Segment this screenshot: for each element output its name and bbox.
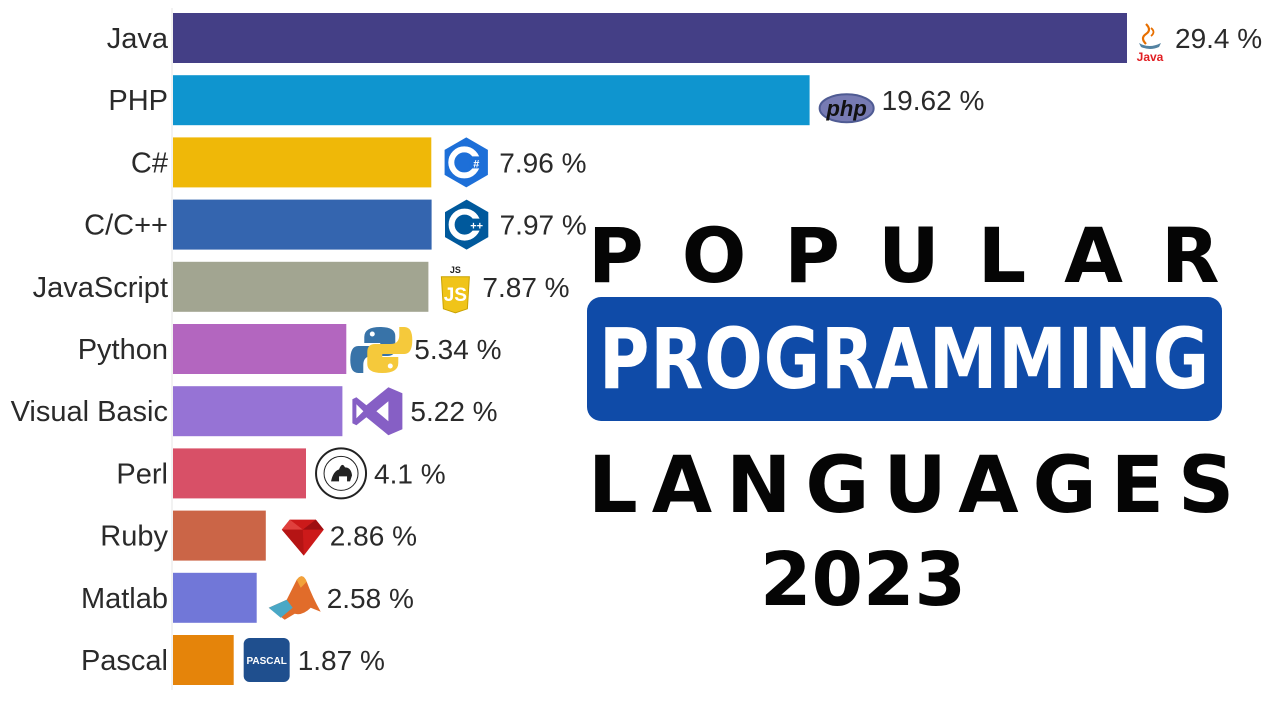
cpp-icon-text: ++	[470, 221, 483, 233]
ruby-facet-1	[281, 519, 303, 530]
java-icon-text: Java	[1137, 50, 1164, 64]
python-snake-yellow	[367, 327, 413, 373]
bar-5	[173, 324, 347, 374]
bar-row-6: Visual Basic 5.22 %	[11, 386, 498, 437]
bar-row-4: JavaScript JS JS 7.87 %	[33, 261, 570, 314]
category-label-7: Perl	[116, 458, 168, 490]
perl-icon	[315, 447, 368, 500]
bar-6	[173, 386, 343, 437]
value-label-3: 7.97 %	[500, 210, 587, 241]
python-eye-2	[387, 363, 393, 369]
bar-row-3: C/C++ ++ 7.97 %	[84, 199, 587, 250]
value-label-7: 4.1 %	[374, 458, 446, 489]
cpp-icon-c-gap	[469, 218, 484, 231]
python-icon	[350, 327, 413, 373]
value-label-5: 5.34 %	[414, 334, 501, 365]
category-label-10: Pascal	[81, 645, 168, 677]
bar-row-7: Perl 4.1 %	[116, 447, 446, 500]
value-label-6: 5.22 %	[410, 396, 497, 427]
bar-9	[173, 572, 257, 623]
category-label-6: Visual Basic	[11, 396, 168, 428]
java-steam	[1141, 23, 1151, 45]
bar-1	[173, 75, 810, 126]
bar-2	[173, 137, 432, 188]
value-label-4: 7.87 %	[482, 272, 569, 303]
csharp-icon: #	[444, 137, 488, 188]
category-label-5: Python	[78, 334, 168, 366]
bar-0	[173, 13, 1127, 63]
value-label-1: 19.62 %	[882, 85, 985, 116]
javascript-icon: JS JS	[440, 265, 470, 314]
javascript-shield	[440, 276, 470, 314]
java-cup	[1139, 43, 1161, 49]
bar-4	[173, 261, 429, 312]
bar-8	[173, 510, 266, 561]
bar-row-8: Ruby 2.86 %	[100, 510, 417, 561]
javascript-badge-text: JS	[450, 265, 461, 275]
php-icon: php	[818, 93, 875, 124]
pascal-icon: PASCAL	[243, 638, 290, 682]
bar-row-0: Java Java 29.4 %	[107, 13, 1262, 64]
pascal-icon-text: PASCAL	[246, 656, 286, 667]
bar-3	[173, 199, 432, 250]
title-year: 2023	[760, 537, 966, 623]
perl-camel	[331, 464, 353, 482]
python-eye-1	[369, 331, 375, 337]
category-label-4: JavaScript	[33, 272, 168, 304]
category-label-1: PHP	[108, 85, 168, 117]
category-label-9: Matlab	[81, 583, 168, 615]
title-programming: PROGRAMMING	[599, 310, 1210, 408]
ruby-icon	[281, 519, 324, 556]
php-ellipse	[818, 93, 875, 124]
bar-row-10: Pascal PASCAL 1.87 %	[81, 635, 385, 685]
java-steam-2	[1150, 27, 1155, 37]
title-languages: LANGUAGES	[588, 441, 1249, 531]
bar-row-2: C# #7.96 %	[131, 137, 586, 188]
category-label-2: C#	[131, 147, 168, 179]
bar-row-5: Python 5.34 %	[78, 324, 501, 374]
php-icon-text: php	[825, 96, 866, 121]
java-icon: Java	[1137, 23, 1164, 64]
value-label-8: 2.86 %	[330, 521, 417, 552]
value-label-10: 1.87 %	[298, 645, 385, 676]
bar-7	[173, 448, 306, 499]
csharp-icon-c-gap	[469, 156, 484, 169]
matlab-membrane-light	[296, 576, 307, 588]
bar-10	[173, 635, 234, 685]
csharp-icon-text: #	[473, 158, 479, 170]
category-label-0: Java	[107, 23, 169, 55]
pascal-box	[243, 638, 290, 682]
visual-studio-icon	[352, 387, 403, 436]
title-banner: PROGRAMMING	[587, 297, 1222, 421]
ruby-facet-2	[302, 519, 324, 530]
matlab-membrane-blue	[268, 599, 293, 618]
category-label-8: Ruby	[100, 521, 168, 553]
title-popular: POPULAR	[588, 211, 1258, 300]
matlab-icon	[268, 576, 321, 620]
value-label-0: 29.4 %	[1175, 23, 1262, 54]
bar-row-9: Matlab 2.58 %	[81, 572, 414, 623]
bar-row-1: PHP php 19.62 %	[108, 75, 985, 126]
javascript-icon-text: JS	[444, 285, 467, 306]
category-label-3: C/C++	[84, 210, 168, 242]
ruby-facet-3	[281, 529, 304, 556]
value-label-2: 7.96 %	[499, 147, 586, 178]
visual-studio-shape	[352, 387, 403, 436]
perl-seal-inner	[323, 455, 359, 491]
value-label-9: 2.58 %	[327, 583, 414, 614]
cpp-icon: ++	[445, 199, 489, 250]
